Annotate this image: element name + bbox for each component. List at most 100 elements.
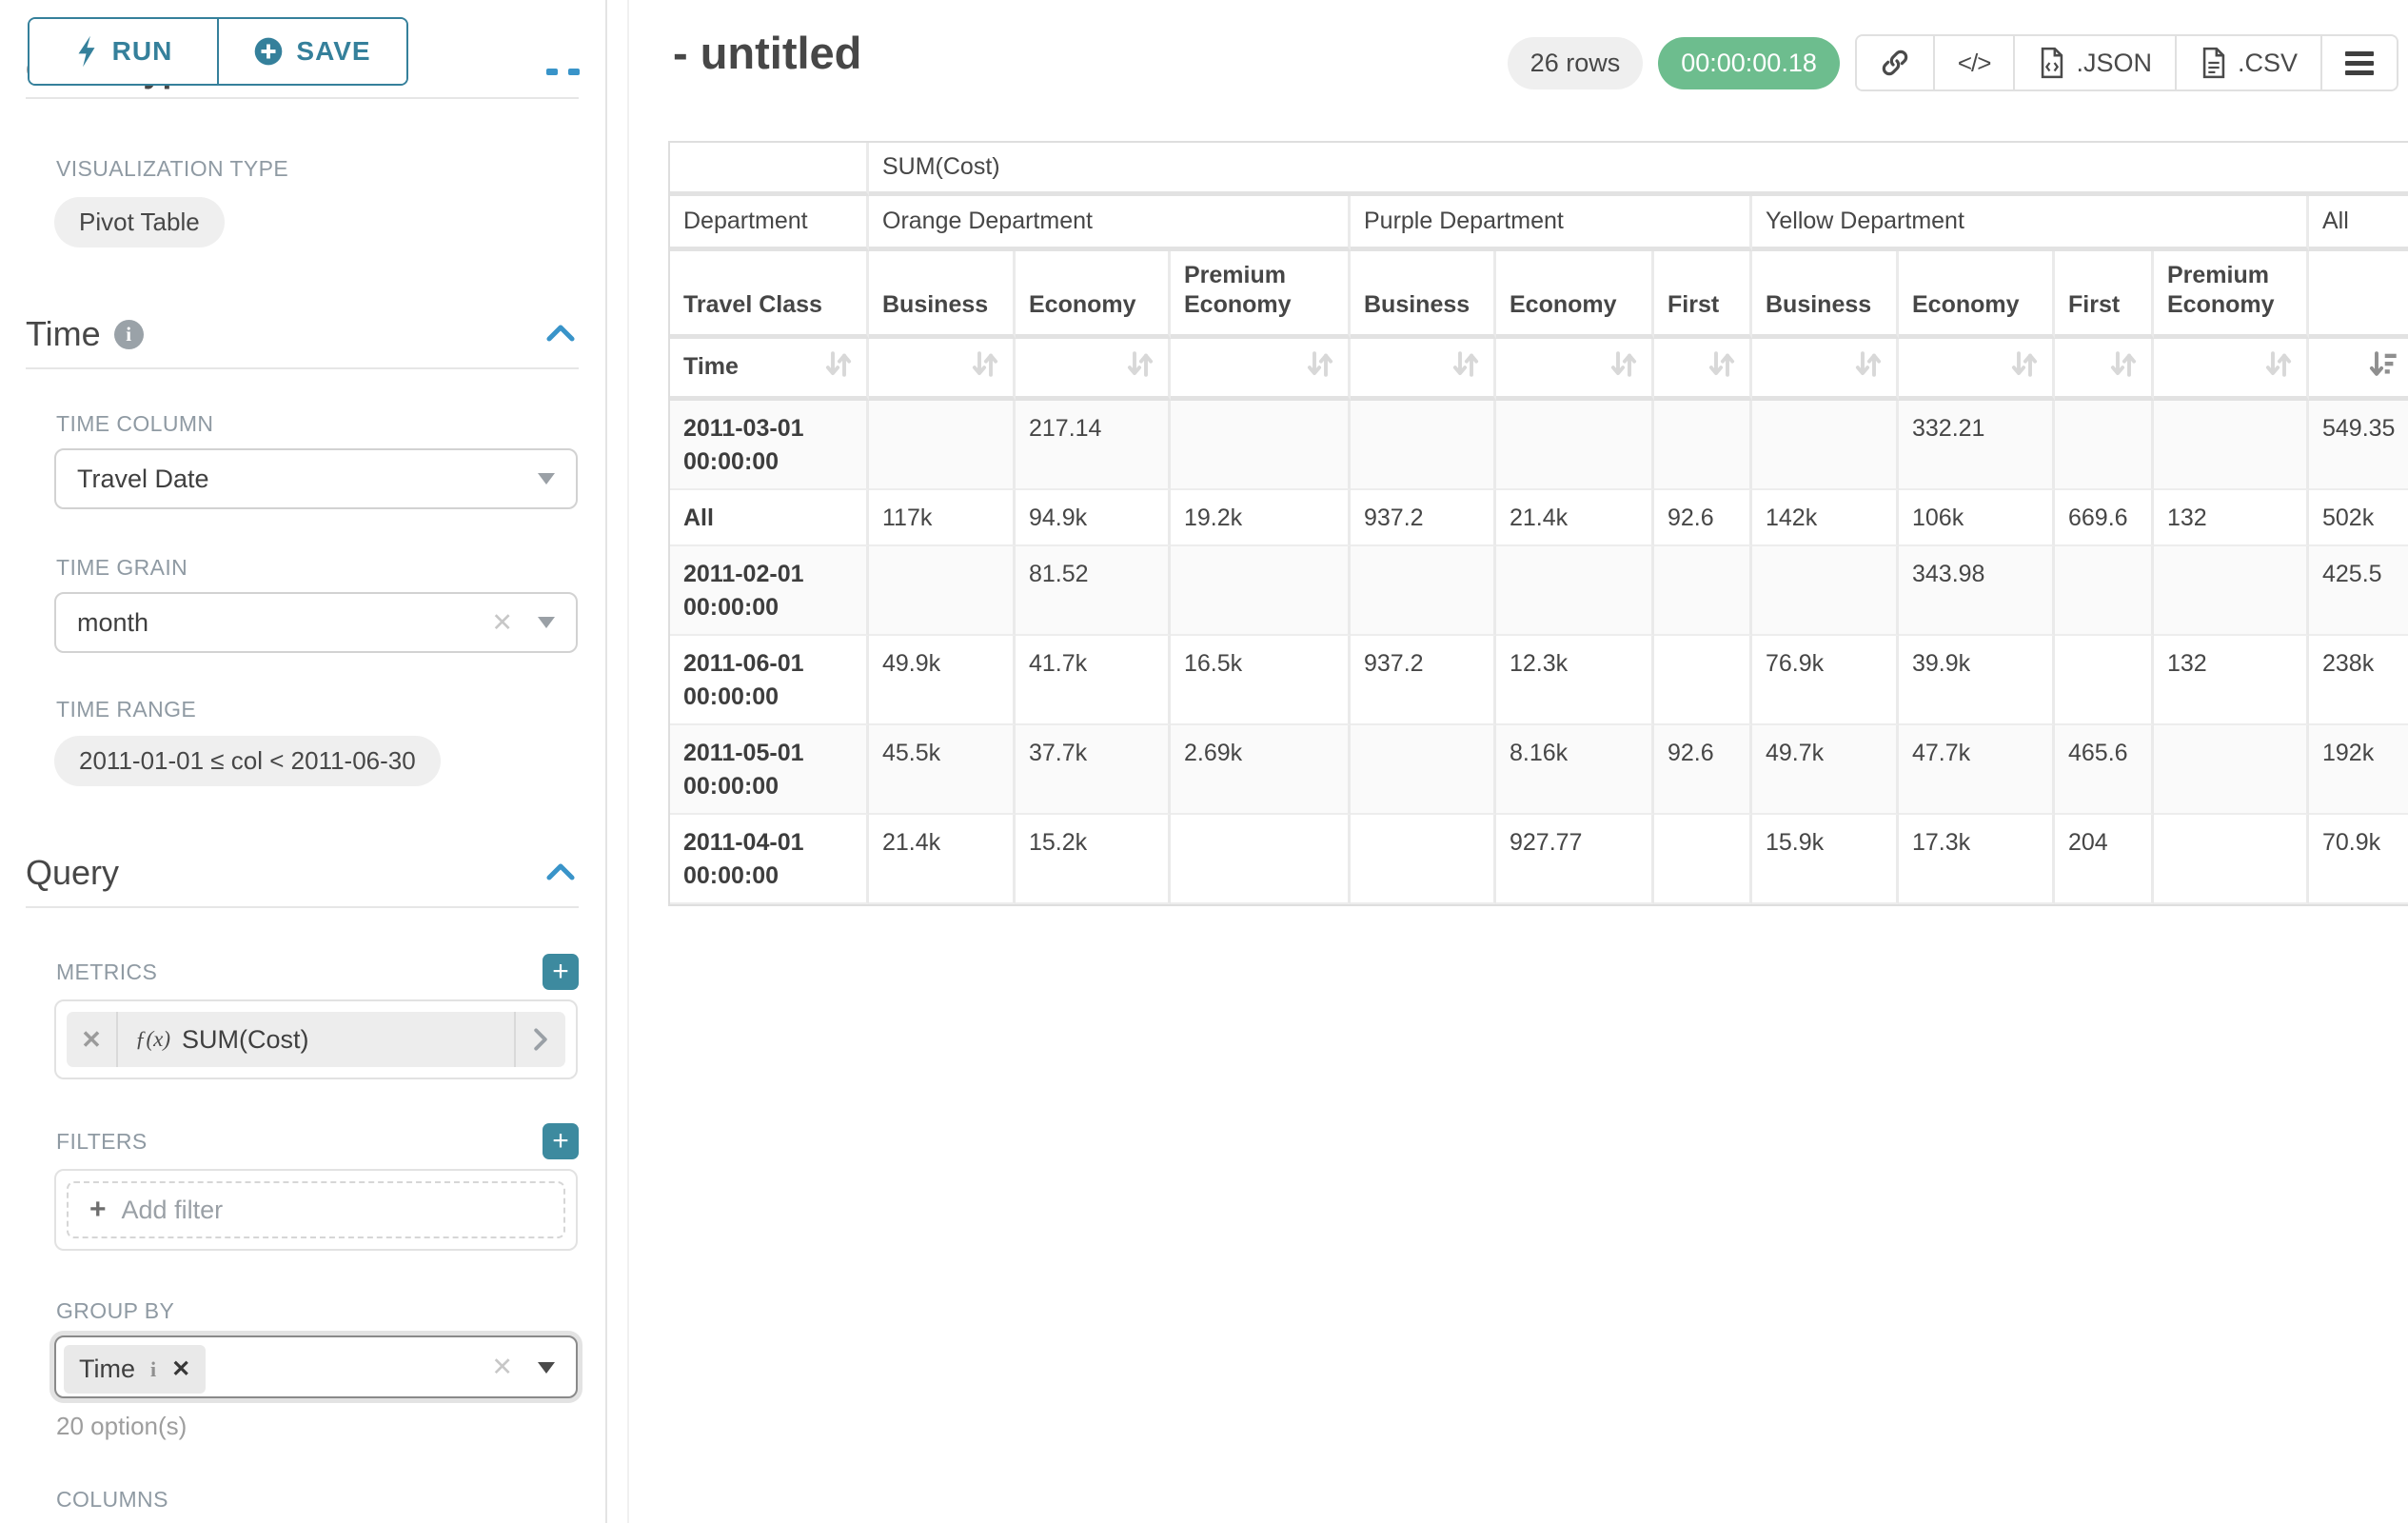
row-count-badge: 26 rows [1507,36,1644,89]
metric-token[interactable]: ✕ ƒ(x) SUM(Cost) [67,1012,565,1067]
pivot-data-row: 2011-02-01 00:00:00 81.52 343.98 425.5 [670,545,2408,636]
pivot-sort-cell [869,338,1016,401]
sort-icon[interactable] [1306,348,1334,386]
divider [26,97,579,99]
remove-metric-icon[interactable]: ✕ [67,1012,118,1067]
pivot-value-cell: 937.2 [1351,635,1496,725]
chevron-down-icon[interactable] [538,617,555,628]
pivot-data-row: 2011-04-01 00:00:00 21.4k 15.2k 927.77 15.9k… [670,814,2408,904]
chart-title[interactable]: - untitled [673,28,862,78]
query-timer-badge: 00:00:00.18 [1658,36,1840,89]
pivot-value-cell: 16.5k [1171,635,1351,725]
time-grain-label: TIME GRAIN [56,555,188,580]
chevron-down-icon[interactable] [538,1361,555,1374]
sort-icon[interactable] [2010,348,2039,386]
sort-desc-icon[interactable] [2368,348,2397,386]
sort-icon[interactable] [1609,348,1638,386]
pivot-value-cell: 49.9k [869,635,1016,725]
clear-icon[interactable]: ✕ [491,1353,513,1381]
sort-icon[interactable] [2264,348,2293,386]
sort-icon[interactable] [2109,348,2138,386]
pivot-value-cell: 937.2 [1351,489,1496,546]
pivot-col-header: First [1654,251,1752,339]
copy-link-button[interactable] [1856,36,1933,89]
clear-icon[interactable]: ✕ [491,607,513,637]
pivot-value-cell [1351,724,1496,815]
metrics-box: ✕ ƒ(x) SUM(Cost) [54,999,578,1079]
export-csv-label: .CSV [2237,48,2298,77]
pivot-value-cell [1171,814,1351,904]
embed-code-button[interactable]: </> [1932,36,2014,89]
pivot-time-label: Time [683,353,739,380]
pivot-value-cell: 425.5 [2309,545,2408,636]
pivot-value-cell [1654,814,1752,904]
pivot-department-header-row: Department Orange Department Purple Depart… [670,196,2408,251]
export-button-group: </> .JSON .CSV [1854,34,2398,91]
run-button-label: RUN [111,36,173,66]
sort-icon[interactable] [1854,348,1883,386]
group-by-token[interactable]: Time i ✕ [64,1345,207,1394]
pivot-value-cell: 19.2k [1171,489,1351,546]
add-filter-plus-button[interactable]: + [543,1123,579,1159]
sort-icon[interactable] [971,348,999,386]
pivot-value-cell: 21.4k [869,814,1016,904]
pivot-value-cell [2154,814,2309,904]
lightning-icon [78,35,95,68]
export-csv-button[interactable]: .CSV [2174,36,2320,89]
time-grain-select[interactable]: month ✕ [54,592,578,653]
group-by-token-label: Time [79,1355,135,1383]
filters-label-row: FILTERS + [26,1123,579,1159]
add-metric-button[interactable]: + [543,954,579,990]
sort-icon[interactable] [1451,348,1480,386]
chart-area: - untitled 26 rows 00:00:00.18 </> .JSON… [629,0,2408,1523]
chevron-icon-partial [568,69,580,75]
save-button[interactable]: SAVE [217,19,406,84]
pivot-value-cell: 927.77 [1496,814,1654,904]
pivot-row-label: 2011-02-01 00:00:00 [670,545,869,636]
add-filter-button[interactable]: + Add filter [67,1181,565,1238]
pivot-value-cell [1752,400,1899,490]
visualization-type-value[interactable]: Pivot Table [54,197,225,247]
pivot-value-cell: 502k [2309,489,2408,546]
file-csv-icon [2202,47,2225,79]
sort-icon[interactable] [1707,348,1736,386]
time-column-value: Travel Date [77,464,209,493]
expand-metric-icon[interactable] [514,1012,565,1067]
plus-circle-icon [255,37,283,66]
group-by-options-hint: 20 option(s) [56,1412,188,1440]
pivot-value-cell [2154,724,2309,815]
group-by-select[interactable]: Time i ✕ ✕ [54,1335,578,1398]
pivot-sort-cell [1899,338,2055,401]
time-column-label: TIME COLUMN [56,411,214,436]
pivot-col-header: Business [1752,251,1899,339]
pivot-col-header: Business [869,251,1016,339]
chevron-up-icon [546,324,575,342]
export-json-button[interactable]: .JSON [2013,36,2175,89]
pivot-col-header: Economy [1016,251,1171,339]
group-by-label: GROUP BY [56,1298,175,1323]
time-range-value[interactable]: 2011-01-01 ≤ col < 2011-06-30 [54,736,441,786]
metrics-label-row: METRICS + [26,954,579,990]
pivot-col-header: Premium Economy [1171,251,1351,339]
remove-token-icon[interactable]: ✕ [171,1356,191,1382]
sort-icon[interactable] [824,348,853,386]
more-menu-button[interactable] [2320,36,2397,89]
metrics-label: METRICS [56,959,158,984]
time-column-select[interactable]: Travel Date [54,448,578,509]
pivot-sort-cell [2055,338,2154,401]
pivot-data-row: 2011-05-01 00:00:00 45.5k 37.7k 2.69k 8.16k 9… [670,724,2408,815]
pivot-sort-cell [1171,338,1351,401]
collapse-time-section-button[interactable] [543,321,579,348]
pivot-data-row: All 117k 94.9k 19.2k 937.2 21.4k 92.6 142k 106k 6… [670,489,2408,546]
collapse-query-section-button[interactable] [543,860,579,887]
run-button[interactable]: RUN [30,19,217,84]
pivot-value-cell: 41.7k [1016,635,1171,725]
pivot-value-cell: 92.6 [1654,724,1752,815]
pivot-col-group-header: Yellow Department [1752,196,2309,251]
pivot-value-cell [1351,400,1496,490]
pivot-value-cell: 217.14 [1016,400,1171,490]
chevron-down-icon[interactable] [538,473,555,485]
sort-icon[interactable] [1126,348,1155,386]
pivot-value-cell: 238k [2309,635,2408,725]
pivot-value-cell [869,545,1016,636]
